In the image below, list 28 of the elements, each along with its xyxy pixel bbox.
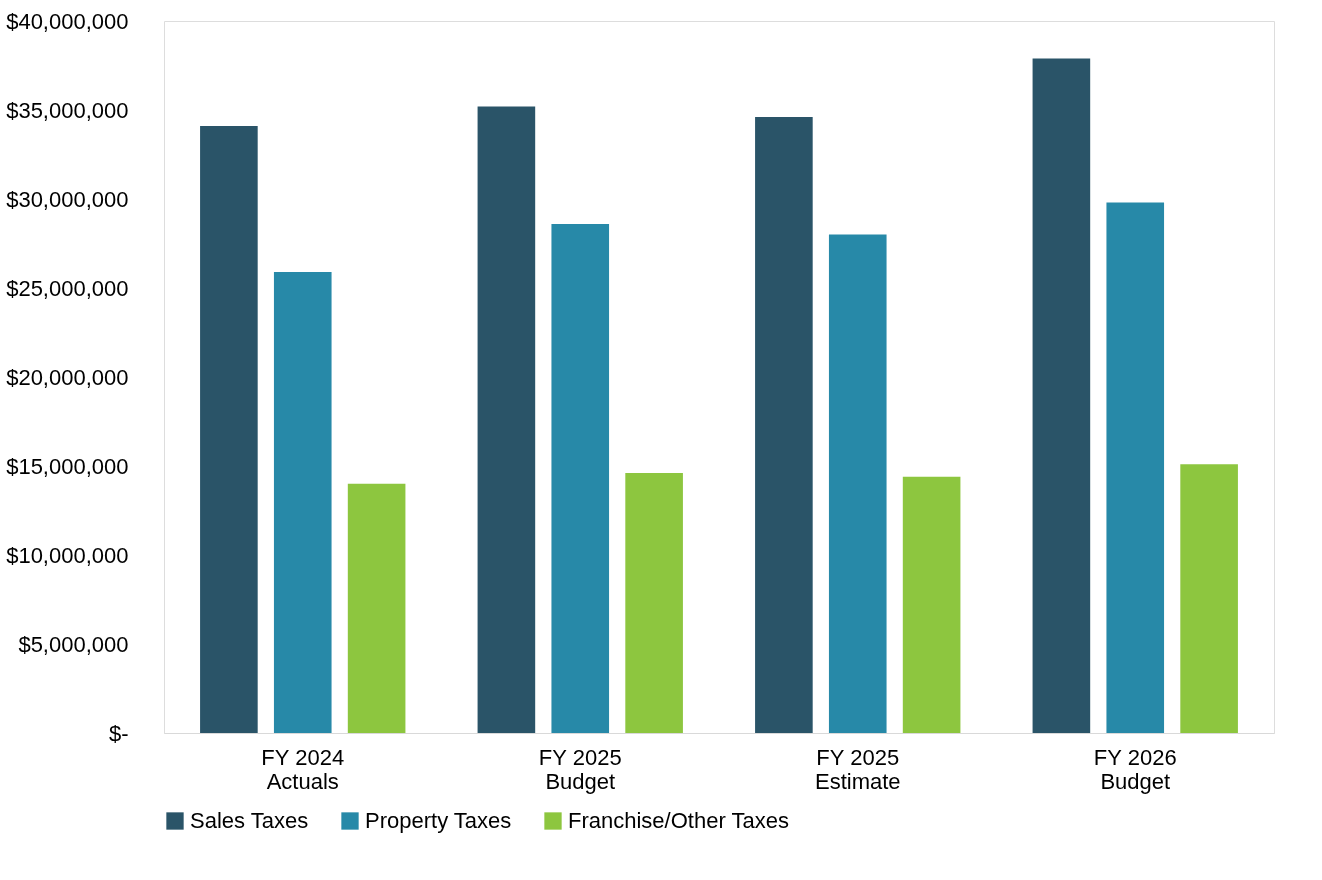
y-tick-label: $20,000,000 [6,364,129,390]
y-tick-label: $30,000,000 [6,186,129,212]
legend-label: Property Taxes [365,808,512,833]
bar [347,483,406,733]
y-tick-label: $35,000,000 [6,97,129,123]
bar [273,271,332,733]
bar [902,476,961,733]
bar [755,117,813,733]
bar [200,126,258,733]
x-tick-label: FY 2025 Estimate [814,744,901,794]
legend-label: Sales Taxes [190,808,309,833]
x-tick-label: FY 2024 Actuals [261,744,345,794]
legend-label: Franchise/Other Taxes [568,808,789,833]
y-tick-label: $5,000,000 [18,631,129,657]
y-tick-label: $40,000,000 [6,8,129,34]
y-tick-label: $15,000,000 [6,453,129,479]
x-tick-label: FY 2025 Budget [538,744,622,794]
bar [1106,202,1165,733]
bar [477,106,536,733]
y-tick-label: $25,000,000 [6,275,129,301]
bar [625,473,683,733]
bar [1180,464,1238,733]
x-tick-label: FY 2026 Budget [1093,744,1177,794]
bar [551,223,610,733]
bar [828,234,887,733]
y-tick-label: $- [108,720,129,746]
y-tick-label: $10,000,000 [6,542,129,568]
bar [1032,58,1091,733]
